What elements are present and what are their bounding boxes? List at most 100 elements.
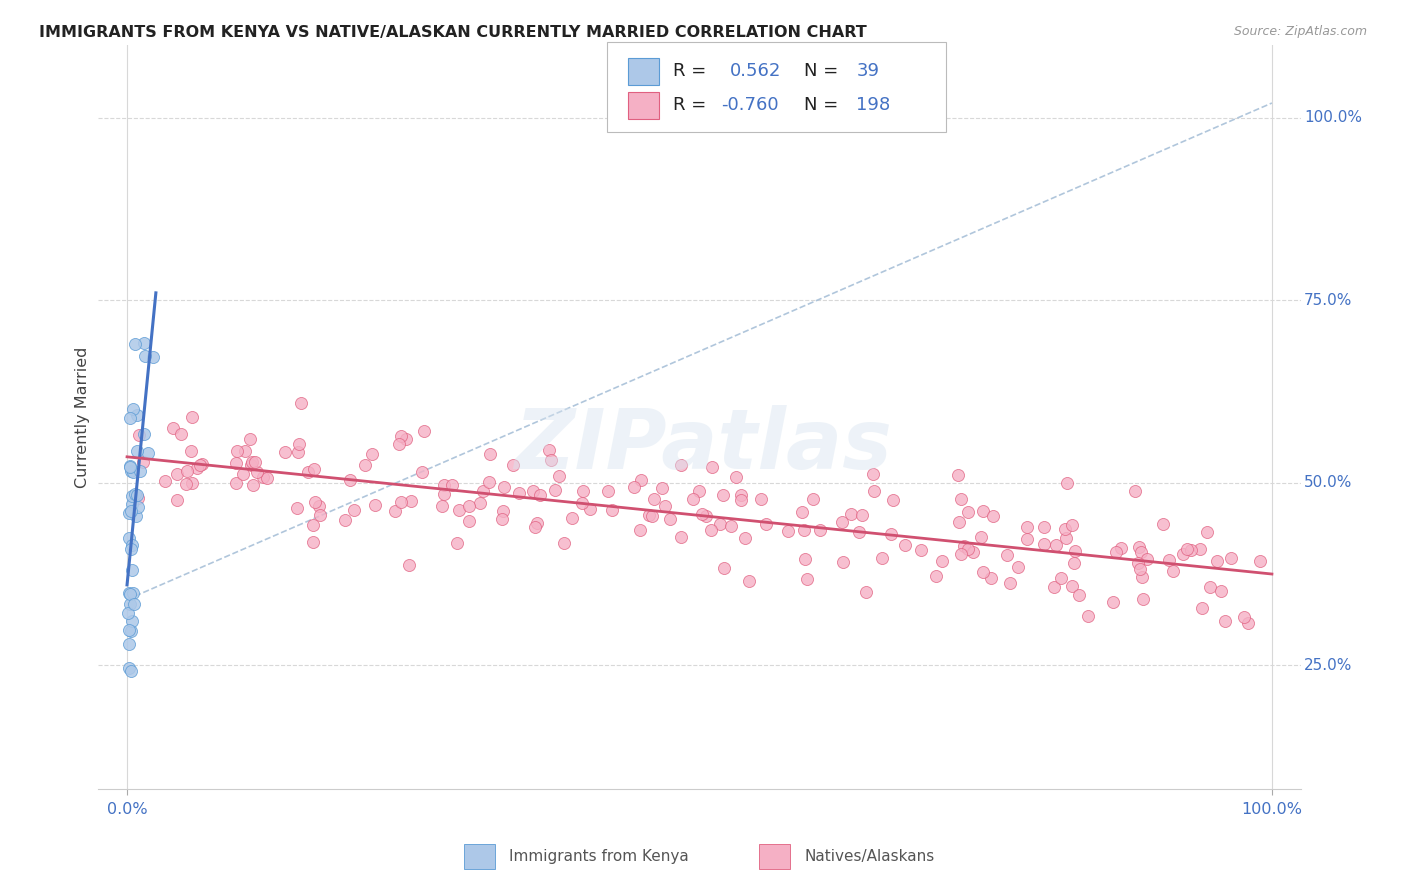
Point [998,576,1021,591]
Point [388,437,411,451]
Point [125,508,148,523]
Point [669,458,692,472]
Point [1136,551,1159,566]
Point [243,455,266,469]
Point [225,475,247,490]
Point [651,481,673,495]
Point [446,536,468,550]
Point [755,516,778,531]
Point [1007,560,1029,574]
Point [339,473,361,487]
Point [433,487,456,501]
Point [308,508,330,522]
Point [225,456,247,470]
Point [1015,520,1038,534]
Point [522,484,544,499]
Point [132,427,155,442]
Point [1132,592,1154,607]
Point [962,544,984,558]
Point [793,523,815,537]
Point [776,524,799,539]
Point [181,476,204,491]
Text: Source: ZipAtlas.com: Source: ZipAtlas.com [1233,25,1367,38]
Point [180,444,202,458]
Point [127,409,149,423]
Point [882,493,904,508]
Point [120,464,142,478]
Point [121,614,143,628]
Point [1206,554,1229,568]
Point [1128,541,1150,555]
Point [1123,483,1146,498]
Point [571,496,593,510]
Point [118,586,141,600]
Point [413,425,436,439]
Point [508,485,530,500]
Text: Natives/Alaskans: Natives/Alaskans [804,849,935,863]
Point [1188,541,1211,556]
Point [124,336,146,351]
Point [713,561,735,575]
Point [479,447,502,461]
Point [540,453,562,467]
Point [734,531,756,545]
Point [1043,580,1066,594]
Point [333,513,356,527]
Text: R =: R = [673,96,713,114]
Point [1180,543,1202,558]
Point [492,480,515,494]
Point [468,495,491,509]
Point [188,458,211,473]
Point [122,465,145,479]
Point [302,534,325,549]
Point [118,623,141,637]
Point [242,478,264,492]
Point [695,509,717,524]
Point [682,491,704,506]
Point [1060,579,1083,593]
Point [831,515,853,529]
Text: 0.562: 0.562 [730,62,782,80]
Point [981,508,1004,523]
Point [287,445,309,459]
Point [1032,536,1054,550]
Point [700,523,723,537]
Point [1199,580,1222,594]
Point [478,475,501,489]
Point [870,551,893,566]
Point [910,543,932,558]
Point [1050,571,1073,585]
Point [120,459,142,474]
Point [1101,595,1123,609]
Point [162,421,184,435]
Point [848,524,870,539]
Point [304,495,326,509]
Point [946,467,969,482]
Point [654,500,676,514]
Point [1132,570,1154,584]
Point [302,518,325,533]
Point [449,503,471,517]
Point [491,504,513,518]
Text: 75.0%: 75.0% [1303,293,1353,308]
Point [1236,616,1258,631]
Point [239,458,262,472]
Point [118,587,141,601]
Point [290,396,312,410]
Point [432,500,454,514]
Point [186,460,208,475]
Point [142,350,165,364]
Point [389,429,412,443]
Point [131,455,153,469]
Point [232,467,254,482]
Point [1045,538,1067,552]
Point [643,491,665,506]
Y-axis label: Currently Married: Currently Married [75,346,90,488]
Point [122,585,145,599]
Point [240,455,263,469]
Point [553,536,575,550]
Point [862,467,884,482]
Point [134,349,156,363]
Point [669,530,692,544]
Point [399,493,422,508]
